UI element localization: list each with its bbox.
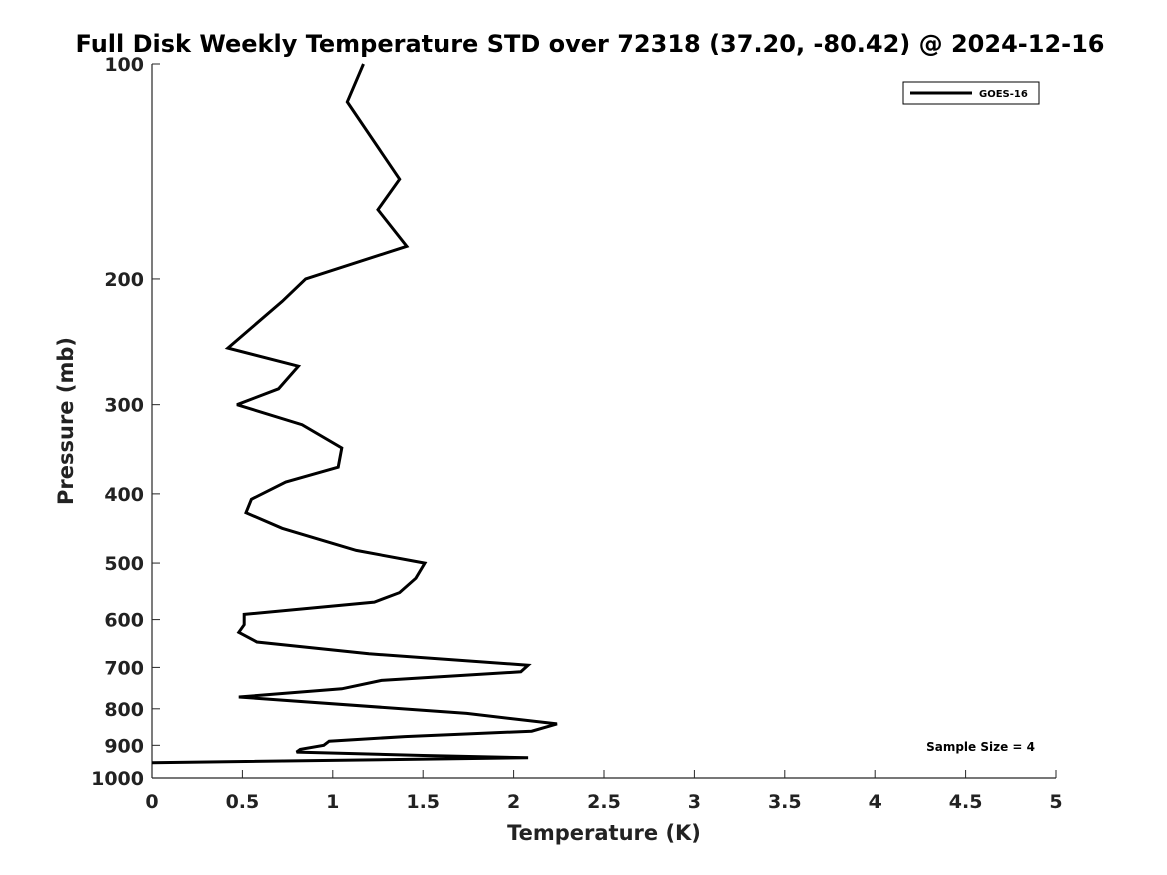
- y-tick-label: 700: [104, 657, 144, 679]
- y-tick-label: 600: [104, 610, 144, 632]
- x-tick-label: 5: [1049, 791, 1062, 813]
- x-tick-label: 4.5: [949, 791, 983, 813]
- x-tick-label: 1.5: [406, 791, 440, 813]
- x-tick-label: 2: [507, 791, 520, 813]
- y-axis-ticks: 100 200 300 400 500 600 700 800 900 1000: [91, 54, 160, 790]
- y-tick-label: 800: [104, 699, 144, 721]
- series-line-goes-16: [151, 63, 558, 765]
- sample-size-note: Sample Size = 4: [926, 740, 1035, 754]
- x-tick-label: 3.5: [768, 791, 802, 813]
- x-tick-label: 0.5: [226, 791, 260, 813]
- x-tick-label: 4: [869, 791, 882, 813]
- y-tick-label: 1000: [91, 768, 144, 790]
- y-axis-label: Pressure (mb): [54, 337, 78, 505]
- y-tick-label: 500: [104, 553, 144, 575]
- chart-title: Full Disk Weekly Temperature STD over 72…: [76, 30, 1105, 58]
- x-tick-label: 0: [145, 791, 158, 813]
- y-tick-label: 400: [104, 484, 144, 506]
- y-tick-label: 100: [104, 54, 144, 76]
- x-axis-ticks: 0 0.5 1 1.5 2 2.5 3 3.5 4 4.5 5: [145, 770, 1063, 813]
- y-tick-label: 300: [104, 395, 144, 417]
- legend: GOES-16: [902, 81, 1040, 105]
- x-tick-label: 3: [688, 791, 701, 813]
- y-tick-label: 900: [104, 735, 144, 757]
- x-tick-label: 1: [326, 791, 339, 813]
- legend-label-goes-16: GOES-16: [979, 89, 1028, 100]
- x-axis-label: Temperature (K): [507, 821, 701, 845]
- x-tick-label: 2.5: [587, 791, 621, 813]
- y-tick-label: 200: [104, 269, 144, 291]
- series-layer: [151, 63, 558, 765]
